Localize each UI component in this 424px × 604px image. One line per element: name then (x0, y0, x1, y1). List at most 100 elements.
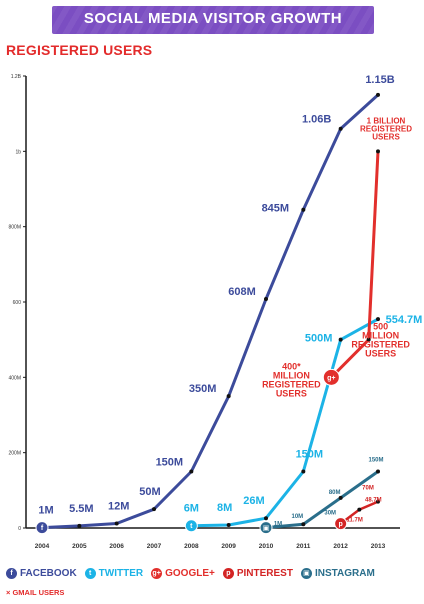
facebook-start-icon (35, 521, 49, 535)
instagram-start-icon (259, 521, 273, 535)
instagram-data-label: 150M (368, 458, 383, 464)
legend-item: p PINTEREST (222, 568, 293, 579)
annotation-label: 30M (324, 511, 336, 517)
facebook-point (114, 521, 119, 526)
twitter-data-label: 150M (296, 449, 324, 461)
googleplus-data-label: 1 BILLION (367, 116, 406, 125)
facebook-data-label: 1.06B (302, 114, 331, 126)
facebook-point (77, 523, 82, 528)
facebook-data-label: 12M (108, 500, 129, 512)
twitter-line (189, 317, 380, 528)
facebook-data-label: 608M (228, 286, 256, 298)
facebook-point (226, 394, 231, 399)
x-tick-label: 2007 (147, 543, 162, 550)
googleplus-start-icon (322, 368, 340, 386)
instagram-point (338, 495, 343, 500)
googleplus-point (376, 149, 380, 154)
legend-item: g+ GOOGLE+ (151, 568, 215, 579)
legend-label: TWITTER (98, 568, 144, 579)
x-tick-label: 2009 (221, 543, 236, 550)
instagram-data-label: 10M (291, 514, 303, 520)
pinterest-point (357, 507, 362, 512)
x-tick-label: 2005 (72, 543, 87, 550)
facebook-data-label: 845M (262, 203, 290, 215)
pinterest-start-icon-glyph: p (339, 521, 343, 528)
y-tick-label: 400M (8, 375, 21, 381)
twitter-start-icon (184, 519, 198, 533)
x-tick-label: 2006 (109, 543, 124, 550)
x-tick-label: 2011 (296, 543, 310, 550)
facebook-icon: f (6, 568, 17, 579)
banner-texture (52, 6, 374, 34)
googleplus-data-label: MILLION (273, 370, 310, 380)
instagram-data-label: 1M (274, 522, 282, 528)
x-tick-label: 2004 (35, 543, 50, 550)
twitter-icon: t (84, 568, 96, 579)
instagram-start-icon-glyph: ▣ (263, 525, 270, 532)
googleplus-data-label: 400* (282, 361, 301, 371)
x-tick-label: 2013 (371, 543, 386, 550)
facebook-point (152, 507, 156, 512)
pinterest-icon: p (222, 568, 234, 579)
y-tick-label: 1b (15, 149, 21, 155)
googleplus-icon: g+ (151, 568, 163, 579)
facebook-data-label: 1M (38, 505, 53, 517)
facebook-start-icon-glyph: f (41, 525, 44, 532)
y-tick-label: 800M (8, 225, 21, 231)
googleplus-point (366, 337, 371, 342)
googleplus-data-label: REGISTERED (360, 124, 412, 133)
legend-label: PINTEREST (236, 568, 293, 579)
facebook-point (264, 296, 268, 301)
googleplus-data-label: USERS (365, 349, 396, 359)
instagram-line (264, 470, 380, 530)
facebook-point (338, 126, 343, 131)
twitter-data-label: 554.7M (386, 314, 423, 326)
googleplus-data-label: REGISTERED (351, 340, 410, 350)
googleplus-start-icon-glyph: g+ (327, 375, 335, 382)
googleplus-data-label: REGISTERED (262, 379, 321, 389)
y-tick-label: 0 (18, 526, 21, 532)
instagram-icon: ▣ (300, 568, 312, 579)
twitter-point (226, 522, 231, 527)
y-tick-label: 600 (13, 300, 22, 306)
facebook-data-label: 50M (139, 486, 160, 498)
x-tick-label: 2012 (333, 543, 348, 550)
facebook-line (40, 93, 380, 530)
twitter-start-icon-glyph: t (190, 523, 193, 530)
chart-title: SOCIAL MEDIA VISITOR GROWTH (83, 10, 343, 27)
legend-label: FACEBOOK (20, 568, 77, 579)
twitter-data-label: 6M (184, 503, 199, 515)
googleplus-data-label: USERS (372, 132, 400, 141)
y-tick-label: 1.2B (11, 74, 22, 80)
x-tick-label: 2008 (184, 543, 199, 550)
chart-subtitle: REGISTERED USERS (6, 42, 153, 58)
pinterest-start-icon (334, 517, 348, 531)
pinterest-data-label: 11.7M (346, 518, 362, 524)
legend-label: INSTAGRAM (314, 568, 375, 579)
y-tick-label: 200M (8, 451, 21, 457)
facebook-point (189, 469, 194, 474)
twitter-point (301, 469, 306, 474)
legend: f FACEBOOK t TWITTER g+ GOOGLE+ p PINTEREST ▣ INS… (6, 568, 418, 579)
x-tick-label: 2010 (259, 543, 274, 550)
facebook-data-label: 1.15B (365, 74, 394, 86)
twitter-point (376, 317, 380, 322)
googleplus-data-label: MILLION (362, 331, 399, 341)
facebook-point (376, 92, 380, 97)
legend-item: t TWITTER (84, 568, 144, 579)
twitter-data-label: 26M (243, 495, 264, 507)
twitter-data-label: 500M (305, 333, 333, 345)
instagram-data-label: 80M (329, 490, 341, 496)
instagram-point (376, 469, 380, 474)
googleplus-data-label: 500 (373, 322, 388, 332)
instagram-point (301, 522, 306, 527)
twitter-point (264, 516, 268, 521)
pinterest-point (376, 499, 380, 504)
facebook-data-label: 350M (189, 383, 217, 395)
facebook-data-label: 150M (156, 457, 184, 469)
legend-label: GOOGLE+ (165, 568, 215, 579)
title-banner: SOCIAL MEDIA VISITOR GROWTH (52, 6, 374, 34)
pinterest-data-label: 70M (362, 486, 374, 492)
facebook-point (301, 207, 306, 212)
